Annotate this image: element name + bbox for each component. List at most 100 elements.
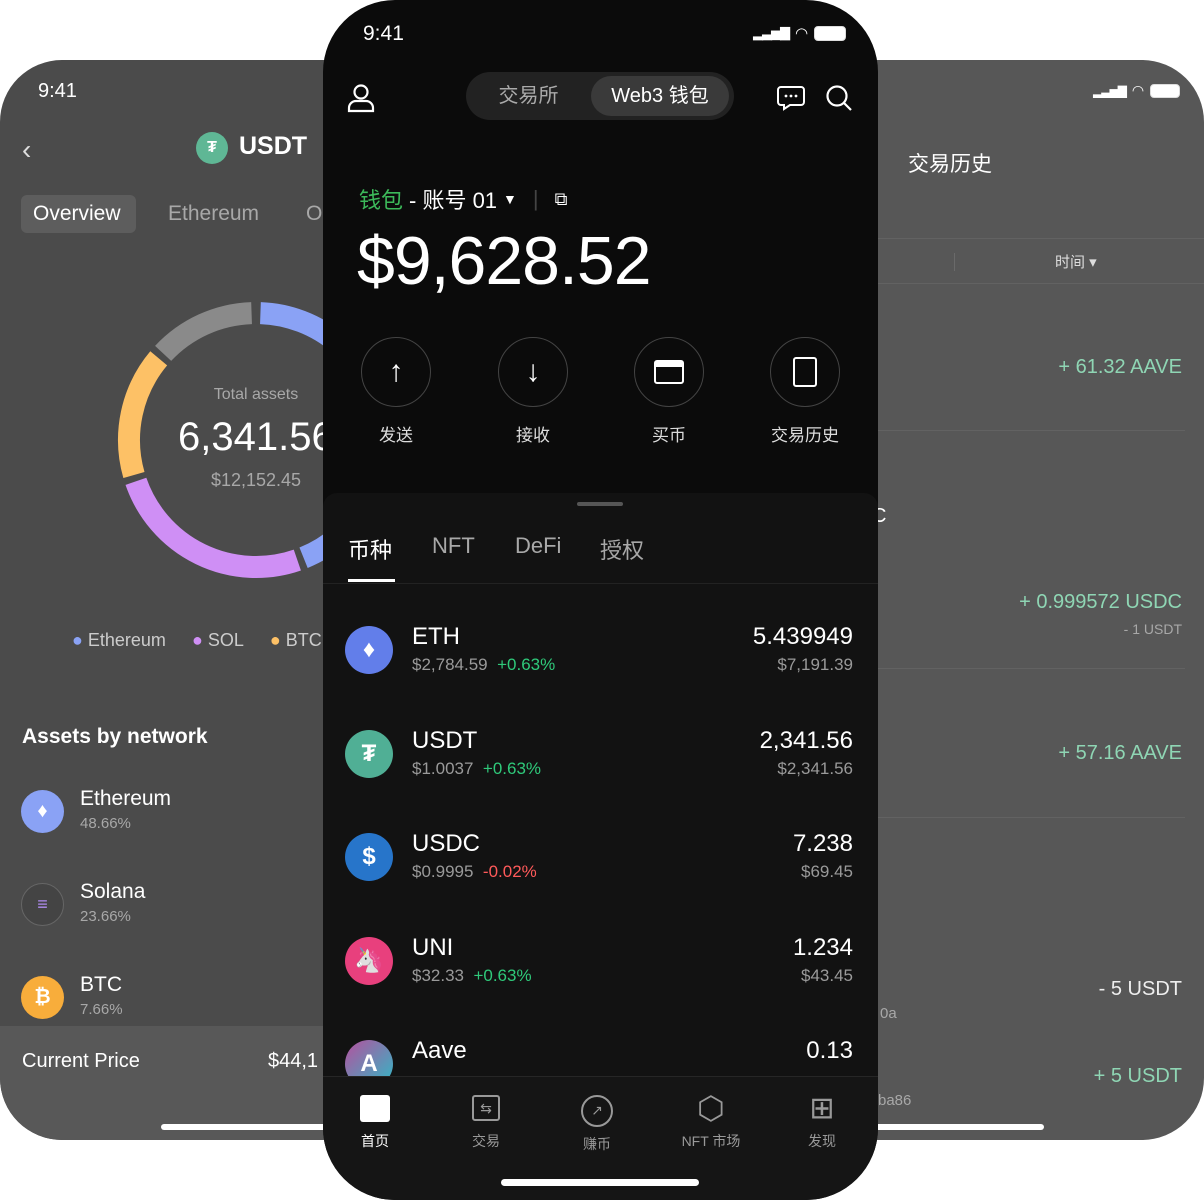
- filter-bar: 时间 ▾: [620, 238, 1204, 284]
- tab-web3-wallet[interactable]: Web3 钱包: [591, 76, 729, 116]
- tab-defi[interactable]: DeFi: [515, 533, 562, 558]
- card-icon: [634, 337, 704, 407]
- home-icon: [330, 1091, 420, 1125]
- status-time: 9:41: [38, 80, 77, 102]
- nav-trade[interactable]: ⇆ 交易: [441, 1091, 531, 1151]
- tx-address: ba86: [878, 1092, 912, 1109]
- history-button[interactable]: 交易历史: [769, 337, 841, 446]
- donut-label: Total assets: [213, 386, 299, 403]
- ethereum-icon: ♦: [21, 790, 64, 833]
- token-name: Aave: [412, 1037, 467, 1064]
- token-price: $2,784.59 +0.63%: [412, 655, 556, 674]
- active-tab-indicator: [348, 579, 395, 582]
- token-amount: 7.238: [792, 830, 853, 857]
- price-label: Current Price: [22, 1050, 140, 1072]
- receive-button[interactable]: ↓ 接收: [497, 337, 569, 446]
- back-icon[interactable]: ‹: [22, 134, 32, 165]
- token-change: +0.63%: [497, 655, 556, 674]
- token-name: ETH: [412, 623, 460, 650]
- home-indicator: [501, 1179, 699, 1186]
- total-balance: $9,628.52: [357, 223, 652, 299]
- tab-approvals[interactable]: 授权: [600, 538, 645, 563]
- arrow-down-icon: ↓: [498, 337, 568, 407]
- token-name: USDT: [412, 726, 478, 754]
- battery-icon: [1150, 83, 1181, 98]
- token-price: $32.33 +0.63%: [412, 965, 532, 985]
- donut-usd: $12,152.45: [210, 470, 302, 490]
- legend-sol: ● SOL: [191, 630, 244, 650]
- token-amount: 1.234: [792, 933, 853, 961]
- usdt-logo-icon: ₮: [196, 132, 228, 164]
- uni-icon: 🦄: [345, 936, 393, 985]
- battery-icon: [814, 25, 847, 41]
- token-value: $69.45: [801, 862, 853, 881]
- search-icon[interactable]: [825, 84, 853, 112]
- token-value: $7,191.39: [777, 655, 853, 674]
- chart-legend: ● Ethereum ● SOL ● BTC: [72, 630, 322, 651]
- swap-icon: ⇆: [441, 1091, 531, 1125]
- copy-icon: ⧉: [554, 188, 568, 209]
- network-item[interactable]: Solana 23.66%: [80, 880, 146, 925]
- tx-amount: - 5 USDT: [1098, 978, 1182, 1000]
- status-icons: ▂▃▅▇ ◠: [1093, 82, 1181, 99]
- tx-amount: + 61.32 AAVE: [1058, 356, 1182, 378]
- token-row[interactable]: ₮ USDT $1.0037 +0.63% 2,341.56 $2,341.56: [323, 724, 878, 814]
- tab-ethereum[interactable]: Ethereum: [168, 202, 260, 225]
- network-item[interactable]: Ethereum 48.66%: [80, 787, 172, 832]
- price-value: $44,1: [268, 1050, 319, 1072]
- network-item[interactable]: BTC 7.66%: [80, 973, 123, 1018]
- grid-icon: ⊞: [809, 1091, 835, 1125]
- section-title: Assets by network: [22, 725, 208, 748]
- nav-earn[interactable]: ↗ 赚币: [552, 1094, 642, 1154]
- token-name: UNI: [412, 933, 454, 961]
- tx-sub: - 1 USDT: [1123, 621, 1182, 637]
- eth-icon: ♦: [345, 626, 393, 674]
- token-amount: 2,341.56: [759, 726, 853, 754]
- tab-tokens[interactable]: 币种: [348, 538, 393, 563]
- segment-other: [155, 302, 253, 362]
- page-title: USDT: [239, 132, 308, 160]
- tab-exchange[interactable]: 交易所: [498, 85, 559, 107]
- token-name: USDC: [412, 830, 481, 857]
- segment-btc: [118, 351, 168, 479]
- buy-button[interactable]: 买币: [633, 337, 705, 446]
- tab-overview[interactable]: Overview: [33, 202, 121, 225]
- token-change: +0.63%: [473, 965, 532, 985]
- status-icons: ▂▃▅▇ ◠: [753, 24, 847, 42]
- time-filter[interactable]: 时间 ▾: [1055, 254, 1097, 271]
- token-change: +0.63%: [482, 758, 542, 778]
- wifi-icon: ◠: [1131, 82, 1145, 98]
- profile-icon[interactable]: [347, 83, 375, 113]
- nav-home[interactable]: 首页: [330, 1091, 420, 1151]
- signal-icon: ▂▃▅▇: [1093, 83, 1127, 98]
- account-selector[interactable]: 钱包 - 账号 01 ▼ | ⧉: [359, 186, 568, 213]
- message-icon[interactable]: [777, 85, 805, 111]
- token-value: $2,341.56: [777, 758, 853, 778]
- token-row[interactable]: ♦ ETH $2,784.59 +0.63% 5.439949 $7,191.3…: [323, 620, 878, 710]
- asset-sheet: 币种 NFT DeFi 授权: [323, 493, 878, 1093]
- legend-btc: ● BTC: [269, 630, 322, 650]
- tx-amount: + 57.16 AAVE: [1058, 742, 1182, 764]
- nav-nft-market[interactable]: ⬡ NFT 市场: [666, 1090, 756, 1151]
- document-icon: [770, 337, 840, 407]
- send-button[interactable]: ↑ 发送: [360, 337, 432, 446]
- tab-other[interactable]: O: [306, 202, 323, 225]
- tab-nft[interactable]: NFT: [432, 533, 475, 558]
- web3-wallet-screen: 9:41 ▂▃▅▇ ◠ 交易所 Web3 钱包 钱包 - 账号 01 ▼ | ⧉ $9,…: [323, 0, 878, 1200]
- signal-icon: ▂▃▅▇: [753, 25, 790, 40]
- drag-handle[interactable]: [577, 502, 623, 506]
- token-amount: 5.439949: [752, 623, 853, 650]
- page-title: 交易历史: [908, 153, 992, 176]
- token-row[interactable]: $ USDC $0.9995 -0.02% 7.238 $69.45: [323, 827, 878, 917]
- chart-circle-icon: ↗: [552, 1094, 642, 1128]
- wifi-icon: ◠: [795, 25, 809, 42]
- status-time: 9:41: [363, 22, 404, 45]
- tx-amount: + 0.999572 USDC: [1019, 591, 1182, 613]
- solana-icon: ≡: [21, 883, 64, 926]
- nav-discover[interactable]: ⊞ 发现: [777, 1091, 867, 1151]
- hexagon-icon: ⬡: [697, 1090, 725, 1126]
- segment-sol: [125, 477, 301, 578]
- token-change: -0.02%: [482, 862, 537, 881]
- token-row[interactable]: 🦄 UNI $32.33 +0.63% 1.234 $43.45: [323, 931, 878, 1021]
- home-indicator: [820, 1124, 1044, 1130]
